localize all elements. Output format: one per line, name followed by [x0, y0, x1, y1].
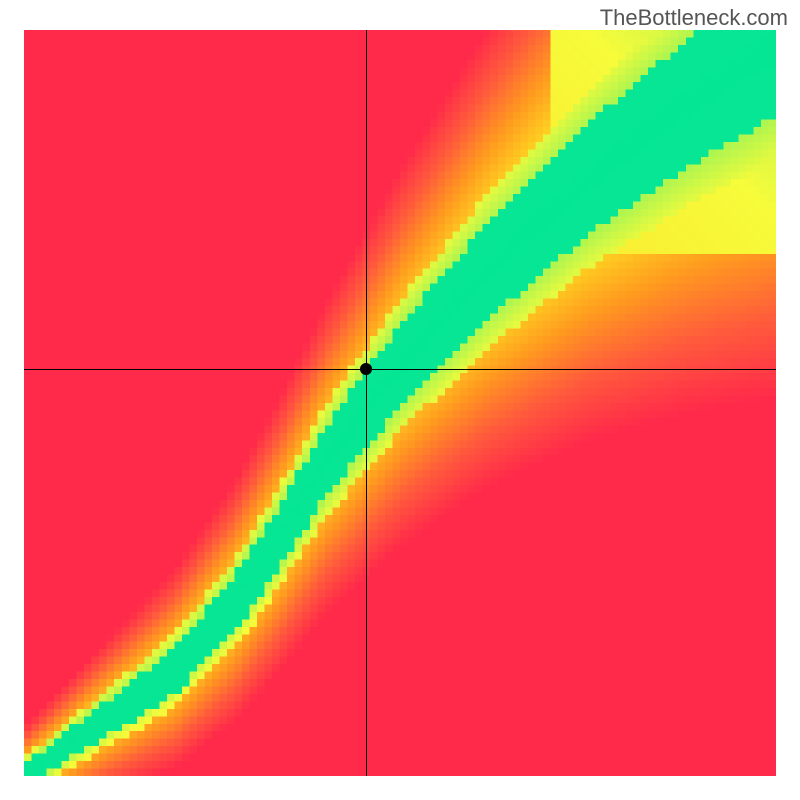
selection-marker — [360, 363, 372, 375]
crosshair-vertical — [366, 30, 367, 776]
plot-area — [24, 30, 776, 776]
bottleneck-heatmap — [24, 30, 776, 776]
chart-container: TheBottleneck.com — [0, 0, 800, 800]
crosshair-horizontal — [24, 369, 776, 370]
watermark-text: TheBottleneck.com — [600, 5, 788, 31]
